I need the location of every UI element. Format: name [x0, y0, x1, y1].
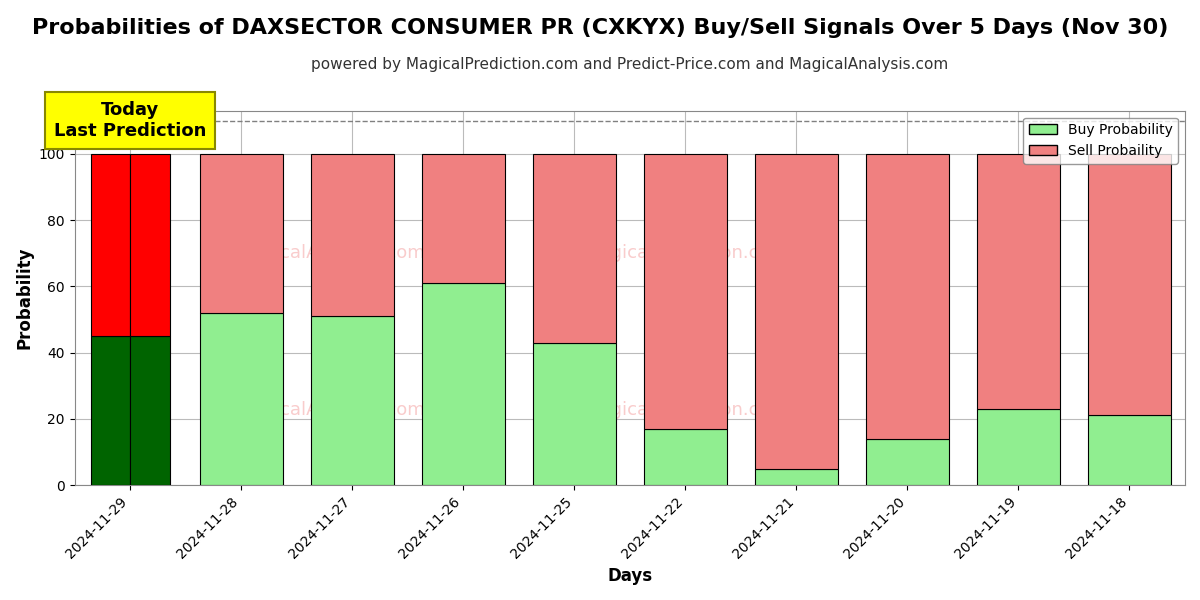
- Bar: [130, 336, 169, 485]
- Bar: [865, 439, 949, 485]
- Bar: [977, 154, 1060, 409]
- Bar: [643, 429, 727, 485]
- X-axis label: Days: Days: [607, 567, 653, 585]
- Bar: [421, 283, 505, 485]
- Text: calAnalysis.com: calAnalysis.com: [280, 401, 425, 419]
- Bar: [311, 316, 394, 485]
- Bar: [533, 343, 616, 485]
- Text: Probabilities of DAXSECTOR CONSUMER PR (CXKYX) Buy/Sell Signals Over 5 Days (Nov: Probabilities of DAXSECTOR CONSUMER PR (…: [32, 18, 1168, 38]
- Legend: Buy Probability, Sell Probaility: Buy Probability, Sell Probaility: [1024, 118, 1178, 164]
- Bar: [199, 154, 283, 313]
- Bar: [130, 154, 169, 336]
- Bar: [533, 154, 616, 343]
- Text: MagicalPrediction.com: MagicalPrediction.com: [584, 244, 787, 262]
- Bar: [1088, 154, 1171, 415]
- Text: Today
Last Prediction: Today Last Prediction: [54, 101, 206, 140]
- Bar: [199, 313, 283, 485]
- Bar: [643, 154, 727, 429]
- Y-axis label: Probability: Probability: [16, 247, 34, 349]
- Bar: [421, 154, 505, 283]
- Text: MagicalPrediction.com: MagicalPrediction.com: [584, 401, 787, 419]
- Bar: [865, 154, 949, 439]
- Bar: [91, 154, 130, 336]
- Title: powered by MagicalPrediction.com and Predict-Price.com and MagicalAnalysis.com: powered by MagicalPrediction.com and Pre…: [311, 57, 948, 72]
- Bar: [755, 469, 838, 485]
- Bar: [977, 409, 1060, 485]
- Bar: [311, 154, 394, 316]
- Text: calAnalysis.com: calAnalysis.com: [280, 244, 425, 262]
- Bar: [755, 154, 838, 469]
- Bar: [91, 336, 130, 485]
- Bar: [1088, 415, 1171, 485]
